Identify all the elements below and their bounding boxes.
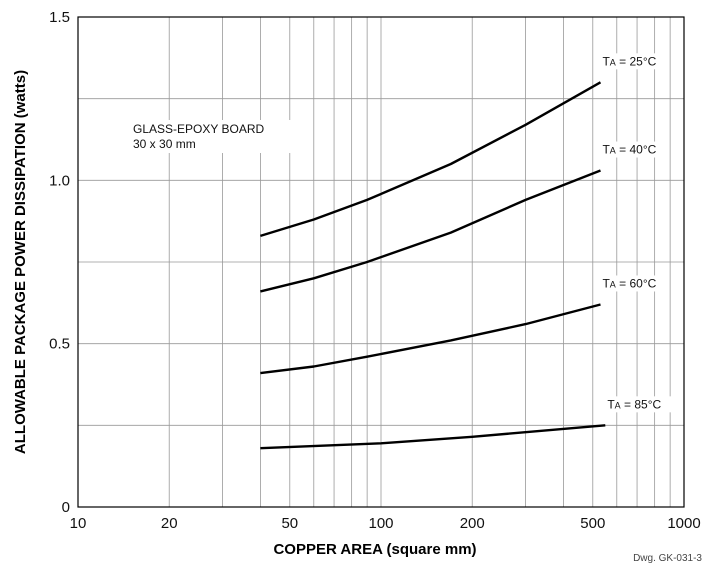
drawing-number: Dwg. GK-031-3 — [633, 553, 702, 563]
x-tick-label: 20 — [161, 515, 178, 532]
y-tick-label: 0.5 — [49, 336, 70, 353]
y-tick-label: 1.0 — [49, 172, 70, 189]
tick-labels: 10 20 50 100 200 500 1000 0 0.5 1.0 1.5 — [49, 9, 701, 532]
series-label-text: = 40°C — [616, 143, 657, 157]
series-lines — [260, 81, 606, 450]
series-label: TA = 25°C — [602, 54, 656, 68]
x-tick-label: 1000 — [667, 515, 700, 532]
x-tick-label: 100 — [368, 515, 393, 532]
grid — [78, 17, 684, 507]
annotation-line-1: GLASS-EPOXY BOARD — [133, 122, 264, 136]
series-labels: TA = 25°CTA = 40°CTA = 60°CTA = 85°C — [598, 53, 674, 413]
x-tick-label: 50 — [281, 515, 298, 532]
y-axis-title: ALLOWABLE PACKAGE POWER DISSIPATION (wat… — [12, 70, 29, 454]
series-label-text: T — [602, 276, 610, 290]
series-line — [260, 424, 606, 450]
series-label-background — [598, 275, 669, 292]
series-label-subscript: A — [610, 279, 616, 289]
series-label-text: = 85°C — [621, 397, 662, 411]
y-tick-label: 1.5 — [49, 9, 70, 26]
series-label-background — [603, 396, 674, 413]
annotation-background — [127, 120, 307, 153]
x-tick-label: 200 — [460, 515, 485, 532]
series-label-text: T — [602, 54, 610, 68]
series-label: TA = 85°C — [607, 397, 661, 411]
annotation: GLASS-EPOXY BOARD 30 x 30 mm — [127, 120, 307, 153]
plot-frame — [77, 16, 685, 508]
series-line — [260, 303, 601, 375]
series-label: TA = 40°C — [602, 143, 656, 157]
series-label-background — [598, 53, 669, 70]
series-label-subscript: A — [610, 57, 616, 67]
x-axis-title: COPPER AREA (square mm) — [273, 541, 476, 558]
series-label-text: = 60°C — [616, 276, 657, 290]
series-label-subscript: A — [615, 400, 621, 410]
series-label-text: T — [602, 143, 610, 157]
y-tick-label: 0 — [62, 499, 70, 516]
series-label-text: = 25°C — [616, 54, 657, 68]
series-label-subscript: A — [610, 146, 616, 156]
series-label-text: T — [607, 397, 615, 411]
annotation-line-2: 30 x 30 mm — [133, 137, 196, 151]
x-tick-label: 10 — [70, 515, 87, 532]
series-line — [260, 81, 602, 238]
series-label-background — [598, 141, 669, 158]
series-label: TA = 60°C — [602, 276, 656, 290]
x-tick-label: 500 — [580, 515, 605, 532]
series-line — [260, 169, 601, 293]
